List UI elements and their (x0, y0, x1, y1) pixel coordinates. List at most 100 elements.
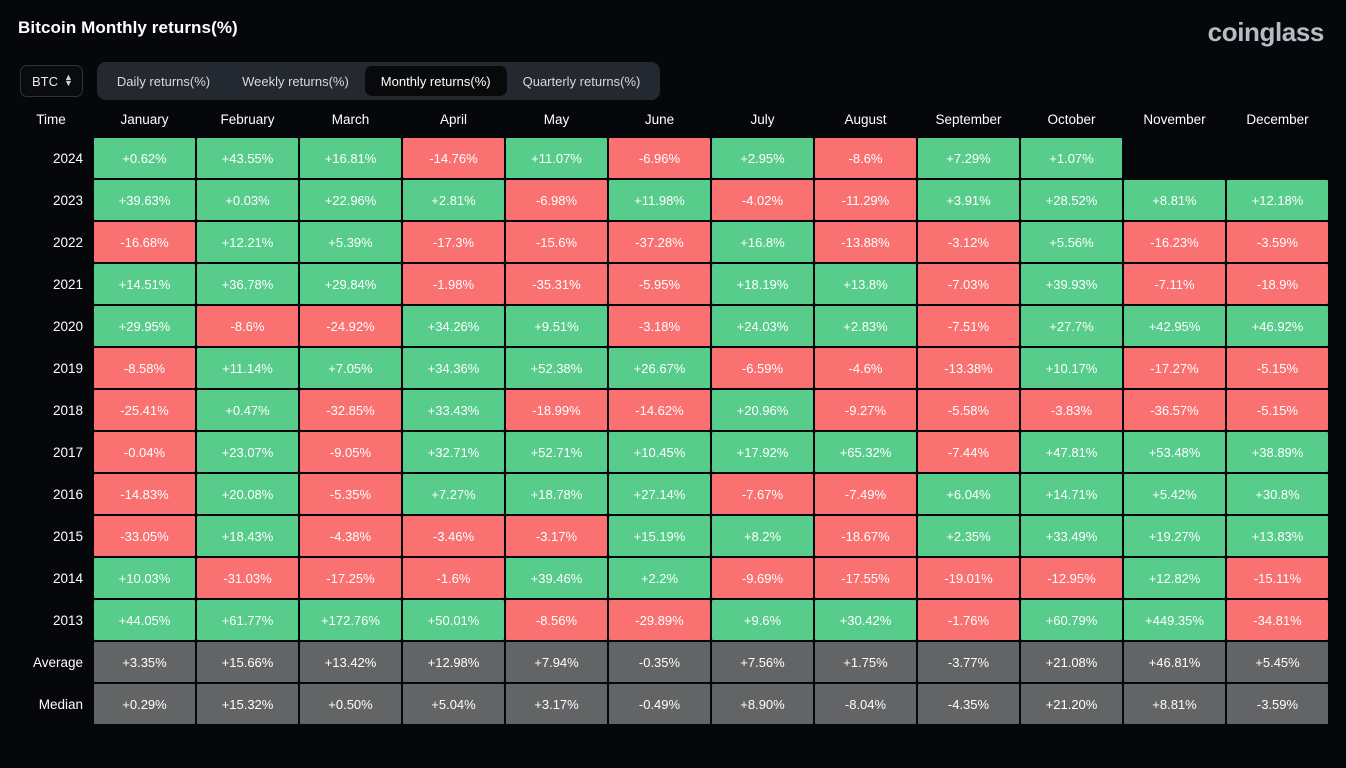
return-cell: -17.25% (300, 558, 401, 598)
return-cell: -3.46% (403, 516, 504, 556)
return-cell: -4.02% (712, 180, 813, 220)
return-cell (1227, 138, 1328, 178)
return-cell: -5.15% (1227, 348, 1328, 388)
return-cell: +18.43% (197, 516, 298, 556)
return-cell: +34.36% (403, 348, 504, 388)
return-cell: -4.6% (815, 348, 916, 388)
return-cell: -16.68% (94, 222, 195, 262)
return-cell: -5.15% (1227, 390, 1328, 430)
return-cell: -17.55% (815, 558, 916, 598)
column-header-february: February (220, 111, 275, 127)
column-header-december: December (1246, 111, 1309, 127)
return-cell: +10.17% (1021, 348, 1122, 388)
return-cell: -8.56% (506, 600, 607, 640)
return-cell: +5.45% (1227, 642, 1328, 682)
return-cell: -7.51% (918, 306, 1019, 346)
column-header-august: August (844, 111, 887, 127)
return-cell: +39.93% (1021, 264, 1122, 304)
return-cell: +0.62% (94, 138, 195, 178)
table-row: 2015 -33.05% +18.43% -4.38% -3.46% -3.17% +15.… (10, 516, 1328, 556)
return-cell: -8.6% (197, 306, 298, 346)
table-row: 2014 +10.03% -31.03% -17.25% -1.6% +39.46% +2.… (10, 558, 1328, 598)
return-cell: -18.9% (1227, 264, 1328, 304)
return-cell: -13.88% (815, 222, 916, 262)
return-cell: +3.35% (94, 642, 195, 682)
table-row: 2019 -8.58% +11.14% +7.05% +34.36% +52.38% +26… (10, 348, 1328, 388)
row-label-median: Median (38, 696, 83, 712)
coin-selector[interactable]: BTC ▲ ▼ (20, 65, 83, 97)
return-cell: +7.05% (300, 348, 401, 388)
return-cell: -31.03% (197, 558, 298, 598)
return-cell: +9.51% (506, 306, 607, 346)
return-cell: +24.03% (712, 306, 813, 346)
return-cell: +65.32% (815, 432, 916, 472)
return-cell: +46.81% (1124, 642, 1225, 682)
tab-daily-returns[interactable]: Daily returns(%) (116, 73, 211, 89)
row-label-2017: 2017 (52, 444, 83, 460)
column-header-time: Time (36, 111, 66, 127)
return-cell: -32.85% (300, 390, 401, 430)
return-cell: +23.07% (197, 432, 298, 472)
return-cell: +7.56% (712, 642, 813, 682)
return-cell: -35.31% (506, 264, 607, 304)
return-cell: -15.6% (506, 222, 607, 262)
return-cell: -37.28% (609, 222, 710, 262)
tab-weekly-returns[interactable]: Weekly returns(%) (242, 73, 349, 89)
table-body: 2024 +0.62% +43.55% +16.81% -14.76% +11.07% -6… (10, 138, 1328, 724)
table-row: Average +3.35% +15.66% +13.42% +12.98% +7.94%… (10, 642, 1328, 682)
return-cell: +29.95% (94, 306, 195, 346)
return-cell: +8.90% (712, 684, 813, 724)
returns-period-tabs: Daily returns(%) Weekly returns(%) Monthly… (96, 62, 661, 100)
return-cell: +14.51% (94, 264, 195, 304)
return-cell: -3.59% (1227, 684, 1328, 724)
return-cell: +12.82% (1124, 558, 1225, 598)
row-label-2023: 2023 (52, 192, 83, 208)
return-cell: +20.08% (197, 474, 298, 514)
return-cell: +11.14% (197, 348, 298, 388)
return-cell: +11.07% (506, 138, 607, 178)
row-label-2018: 2018 (52, 402, 83, 418)
return-cell: -17.27% (1124, 348, 1225, 388)
tab-monthly-returns[interactable]: Monthly returns(%) (364, 66, 507, 96)
column-header-january: January (120, 111, 169, 127)
table-row: 2017 -0.04% +23.07% -9.05% +32.71% +52.71% +10… (10, 432, 1328, 472)
return-cell: +13.83% (1227, 516, 1328, 556)
table-row: 2020 +29.95% -8.6% -24.92% +34.26% +9.51% -3.1… (10, 306, 1328, 346)
tab-quarterly-returns[interactable]: Quarterly returns(%) (522, 73, 641, 89)
return-cell: +2.83% (815, 306, 916, 346)
coin-selector-value: BTC (32, 73, 58, 89)
row-label-2020: 2020 (52, 318, 83, 334)
return-cell: +0.03% (197, 180, 298, 220)
table-header-row: Time January February March April May June July… (10, 106, 1328, 136)
return-cell: +15.66% (197, 642, 298, 682)
return-cell: +11.98% (609, 180, 710, 220)
column-header-november: November (1143, 111, 1206, 127)
return-cell: +61.77% (197, 600, 298, 640)
page-title: Bitcoin Monthly returns(%) (18, 18, 238, 37)
table-row: 2018 -25.41% +0.47% -32.85% +33.43% -18.99% -1… (10, 390, 1328, 430)
return-cell: +9.6% (712, 600, 813, 640)
return-cell: -6.98% (506, 180, 607, 220)
return-cell: +33.49% (1021, 516, 1122, 556)
return-cell: +2.2% (609, 558, 710, 598)
return-cell: +53.48% (1124, 432, 1225, 472)
chevron-up-down-icon: ▲ ▼ (64, 72, 73, 88)
return-cell: +14.71% (1021, 474, 1122, 514)
return-cell: +8.81% (1124, 684, 1225, 724)
return-cell: +7.94% (506, 642, 607, 682)
return-cell: +10.45% (609, 432, 710, 472)
return-cell: +30.42% (815, 600, 916, 640)
return-cell: +42.95% (1124, 306, 1225, 346)
column-header-september: September (935, 111, 1002, 127)
return-cell: +33.43% (403, 390, 504, 430)
return-cell: +2.95% (712, 138, 813, 178)
return-cell: -13.38% (918, 348, 1019, 388)
return-cell: +22.96% (300, 180, 401, 220)
return-cell: +10.03% (94, 558, 195, 598)
return-cell: -1.6% (403, 558, 504, 598)
return-cell: +0.47% (197, 390, 298, 430)
return-cell: -0.35% (609, 642, 710, 682)
return-cell: +21.08% (1021, 642, 1122, 682)
return-cell: +7.29% (918, 138, 1019, 178)
return-cell: -7.11% (1124, 264, 1225, 304)
